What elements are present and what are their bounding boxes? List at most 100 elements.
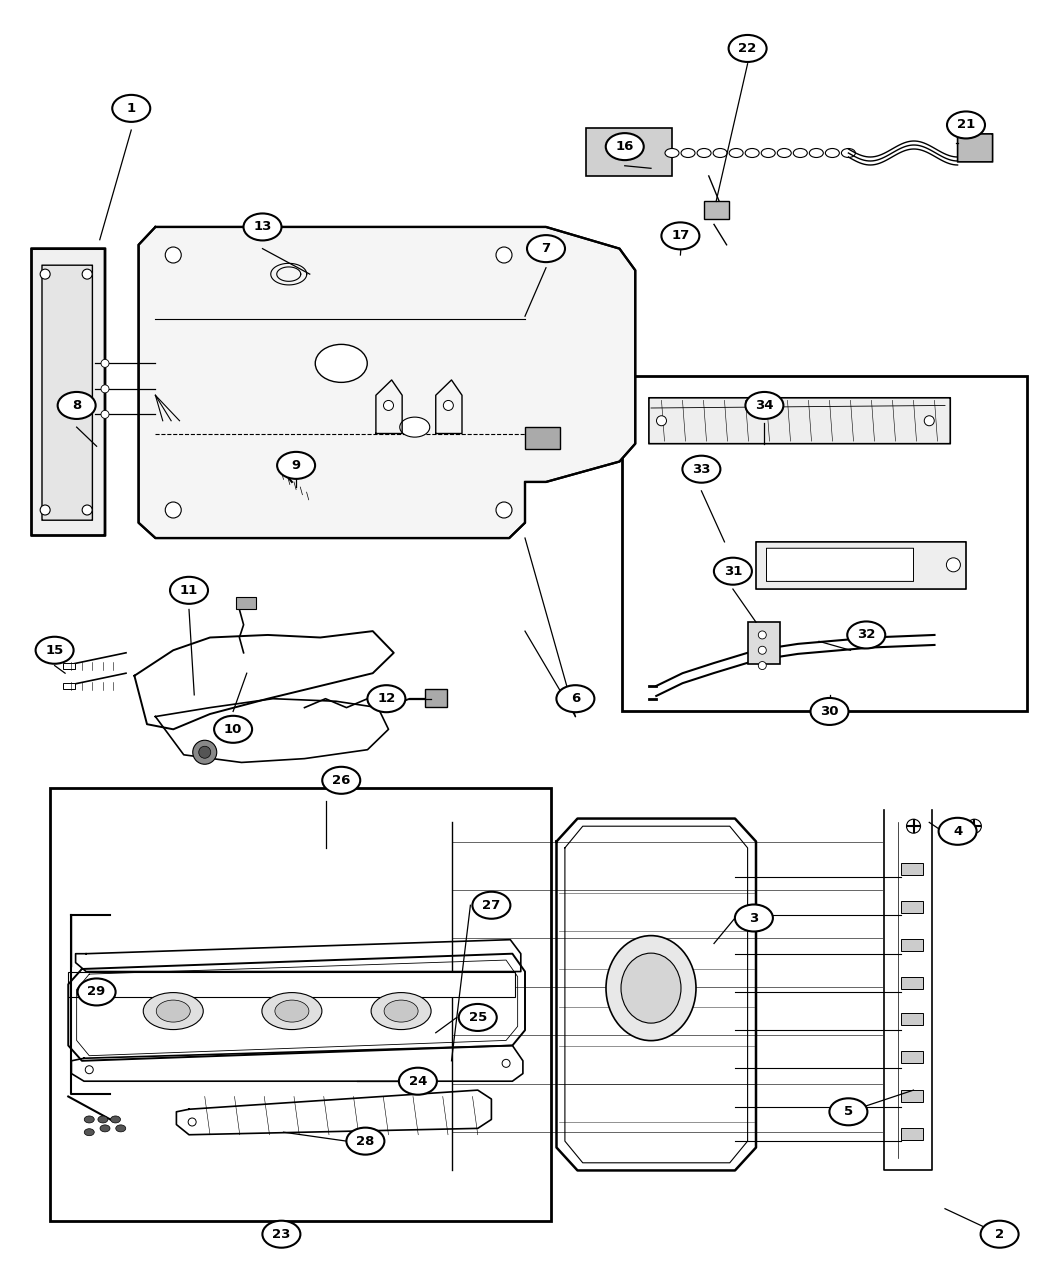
Text: 16: 16 — [615, 140, 634, 153]
Text: 10: 10 — [224, 723, 243, 736]
Ellipse shape — [84, 1128, 94, 1136]
FancyBboxPatch shape — [649, 398, 950, 444]
Ellipse shape — [399, 1067, 437, 1095]
Bar — [63, 683, 75, 689]
Bar — [525, 427, 560, 449]
Circle shape — [758, 646, 766, 654]
FancyBboxPatch shape — [766, 548, 914, 581]
Text: 17: 17 — [671, 230, 690, 242]
Ellipse shape — [116, 1125, 126, 1132]
Ellipse shape — [400, 417, 429, 437]
Circle shape — [967, 820, 982, 833]
Circle shape — [502, 1060, 510, 1067]
Ellipse shape — [841, 148, 856, 158]
Text: 32: 32 — [857, 629, 876, 641]
Ellipse shape — [746, 391, 783, 419]
Circle shape — [40, 269, 50, 279]
Text: 2: 2 — [995, 1228, 1004, 1241]
Bar — [236, 597, 256, 608]
Ellipse shape — [262, 1220, 300, 1248]
Text: 25: 25 — [468, 1011, 487, 1024]
Ellipse shape — [729, 34, 766, 62]
Circle shape — [443, 400, 454, 411]
Ellipse shape — [830, 1098, 867, 1126]
Bar — [622, 376, 1027, 711]
Ellipse shape — [621, 954, 681, 1023]
Ellipse shape — [58, 391, 96, 419]
Text: 27: 27 — [482, 899, 501, 912]
Bar — [901, 940, 923, 951]
Ellipse shape — [746, 148, 759, 158]
Ellipse shape — [606, 133, 644, 161]
Text: 26: 26 — [332, 774, 351, 787]
Ellipse shape — [714, 557, 752, 585]
Ellipse shape — [84, 1116, 94, 1123]
Ellipse shape — [100, 1125, 110, 1132]
Bar — [901, 863, 923, 875]
Circle shape — [165, 247, 182, 263]
Ellipse shape — [947, 111, 985, 139]
Ellipse shape — [346, 1127, 384, 1155]
Bar — [50, 788, 551, 1221]
Ellipse shape — [811, 697, 848, 725]
Text: 4: 4 — [953, 825, 962, 838]
Ellipse shape — [112, 94, 150, 122]
Ellipse shape — [777, 148, 792, 158]
Text: 13: 13 — [253, 221, 272, 233]
Ellipse shape — [606, 936, 696, 1040]
Circle shape — [383, 400, 394, 411]
Circle shape — [85, 1066, 93, 1074]
Bar — [748, 622, 779, 664]
Text: 1: 1 — [127, 102, 135, 115]
Ellipse shape — [794, 148, 807, 158]
Text: 34: 34 — [755, 399, 774, 412]
Circle shape — [165, 502, 182, 518]
Circle shape — [82, 505, 92, 515]
Text: 5: 5 — [844, 1105, 853, 1118]
Ellipse shape — [825, 148, 839, 158]
FancyBboxPatch shape — [42, 265, 92, 520]
Text: 7: 7 — [542, 242, 550, 255]
Ellipse shape — [322, 766, 360, 794]
Ellipse shape — [556, 685, 594, 713]
Bar — [901, 1128, 923, 1140]
Text: 15: 15 — [45, 644, 64, 657]
Ellipse shape — [36, 636, 74, 664]
Ellipse shape — [143, 992, 204, 1030]
Ellipse shape — [261, 992, 322, 1030]
FancyBboxPatch shape — [756, 542, 966, 589]
Ellipse shape — [810, 148, 823, 158]
Text: 12: 12 — [377, 692, 396, 705]
Ellipse shape — [729, 148, 743, 158]
Ellipse shape — [662, 222, 699, 250]
Ellipse shape — [981, 1220, 1018, 1248]
Bar — [63, 663, 75, 668]
Circle shape — [946, 558, 961, 571]
Bar — [586, 128, 672, 176]
Ellipse shape — [682, 455, 720, 483]
Ellipse shape — [371, 992, 432, 1030]
Ellipse shape — [697, 148, 711, 158]
Ellipse shape — [156, 1000, 190, 1023]
Ellipse shape — [277, 451, 315, 479]
Circle shape — [82, 269, 92, 279]
Circle shape — [496, 502, 512, 518]
Bar — [901, 1014, 923, 1025]
Ellipse shape — [315, 344, 368, 382]
Bar — [901, 1052, 923, 1063]
Ellipse shape — [78, 978, 116, 1006]
Ellipse shape — [214, 715, 252, 743]
FancyBboxPatch shape — [958, 134, 992, 162]
Circle shape — [40, 505, 50, 515]
Ellipse shape — [472, 891, 510, 919]
Ellipse shape — [459, 1003, 497, 1031]
Bar — [901, 1090, 923, 1102]
Text: 33: 33 — [692, 463, 711, 476]
Ellipse shape — [170, 576, 208, 604]
Ellipse shape — [847, 621, 885, 649]
FancyBboxPatch shape — [32, 249, 105, 536]
Ellipse shape — [939, 817, 977, 845]
Text: 3: 3 — [750, 912, 758, 924]
Text: 22: 22 — [738, 42, 757, 55]
Circle shape — [924, 416, 934, 426]
